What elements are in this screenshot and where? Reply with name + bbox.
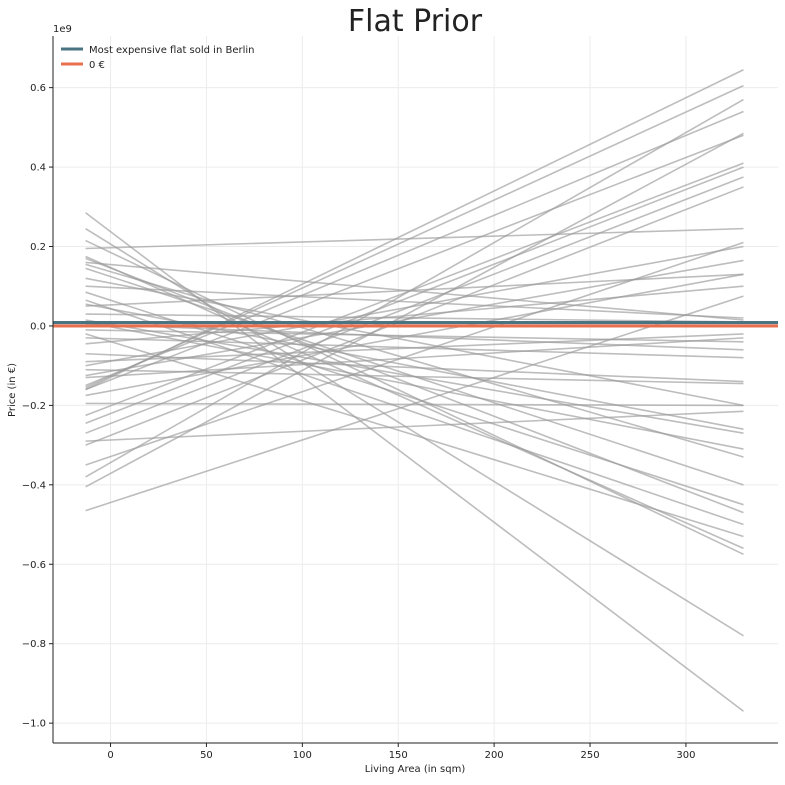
prior-line — [85, 299, 744, 526]
prior-line — [85, 84, 744, 389]
prior-line — [85, 333, 744, 538]
prior-line — [85, 295, 744, 512]
reference-lines — [53, 320, 778, 328]
x-tick-label: 300 — [676, 750, 695, 761]
prior-line — [85, 186, 744, 446]
prior-lines — [85, 69, 744, 712]
prior-line — [85, 277, 744, 407]
x-tick-label: 0 — [107, 750, 113, 761]
prior-line — [85, 176, 744, 434]
prior-line — [85, 110, 744, 387]
chart-title: Flat Prior — [348, 4, 483, 39]
axes — [52, 36, 778, 744]
prior-line — [85, 98, 744, 478]
legend-label-berlin: Most expensive flat sold in Berlin — [89, 45, 255, 56]
prior-line — [85, 245, 744, 367]
prior-line — [85, 337, 744, 379]
prior-line — [85, 263, 744, 458]
prior-line — [85, 261, 744, 321]
y-tick-label: −0.4 — [22, 480, 46, 491]
prior-line — [85, 410, 744, 442]
y-axis-label: Price (in €) — [7, 363, 18, 417]
prior-line — [85, 162, 744, 417]
y-tick-label: 0.6 — [30, 83, 46, 94]
prior-line — [85, 352, 744, 383]
y-offset-label: 1e9 — [53, 24, 72, 35]
prior-line — [85, 285, 744, 345]
y-tick-label: 0.0 — [30, 321, 46, 332]
prior-line — [85, 329, 744, 343]
x-tick-label: 100 — [293, 750, 312, 761]
y-tick-label: −1.0 — [22, 719, 46, 730]
prior-line — [85, 69, 744, 391]
x-tick-label: 50 — [200, 750, 213, 761]
prior-line — [85, 166, 744, 425]
prior-line — [85, 132, 744, 488]
prior-line — [85, 321, 744, 450]
y-tick-label: 0.2 — [30, 242, 46, 253]
prior-line — [85, 402, 744, 407]
x-tick-label: 250 — [580, 750, 599, 761]
x-tick-label: 200 — [485, 750, 504, 761]
ticks: 0 50 100 150 200 250 300 −1.0 −0.8 −0.6 −0.4 −0.2 0.… — [22, 83, 696, 761]
prior-line — [85, 134, 744, 391]
legend: Most expensive flat sold in Berlin 0 € — [61, 45, 255, 71]
prior-line — [85, 323, 744, 351]
y-tick-label: −0.2 — [22, 401, 46, 412]
y-tick-label: −0.8 — [22, 639, 46, 650]
prior-line — [85, 368, 744, 385]
x-tick-label: 150 — [389, 750, 408, 761]
legend-label-zero: 0 € — [89, 60, 105, 71]
y-tick-label: −0.6 — [22, 560, 46, 571]
prior-line — [85, 273, 744, 397]
y-tick-label: 0.4 — [30, 163, 46, 174]
prior-line — [85, 285, 744, 319]
x-axis-label: Living Area (in sqm) — [365, 764, 466, 775]
prior-line — [85, 227, 744, 250]
